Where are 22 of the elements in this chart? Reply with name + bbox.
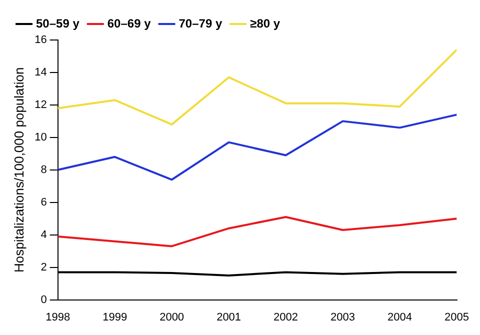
y-tick-label: 2	[40, 261, 47, 274]
x-tick-label: 2002	[274, 311, 298, 324]
y-tick-label: 4	[40, 228, 47, 241]
x-tick-label: 2004	[388, 311, 412, 324]
y-tick-label: 16	[34, 34, 47, 46]
legend-label: 70–79 y	[178, 16, 222, 30]
y-tick-label: 14	[34, 66, 47, 79]
x-tick-label: 2001	[216, 311, 242, 324]
x-tick-label: 2005	[444, 311, 470, 324]
y-tick-label: 0	[40, 294, 47, 306]
legend-label: 50–59 y	[36, 16, 80, 30]
x-tick-label: 2003	[330, 311, 356, 324]
x-tick-label: 1999	[102, 311, 128, 324]
legend-label: ≥80 y	[250, 16, 280, 30]
y-tick-label: 12	[34, 98, 47, 111]
x-tick-label: 2000	[160, 311, 184, 324]
y-tick-label: 6	[40, 196, 47, 208]
y-tick-label: 10	[34, 131, 47, 144]
y-tick-label: 8	[40, 164, 47, 176]
x-tick-label: 1998	[46, 311, 70, 324]
legend-label: 60–69 y	[107, 16, 152, 30]
y-axis-title: Hospitalizations/100,000 population	[11, 67, 26, 273]
